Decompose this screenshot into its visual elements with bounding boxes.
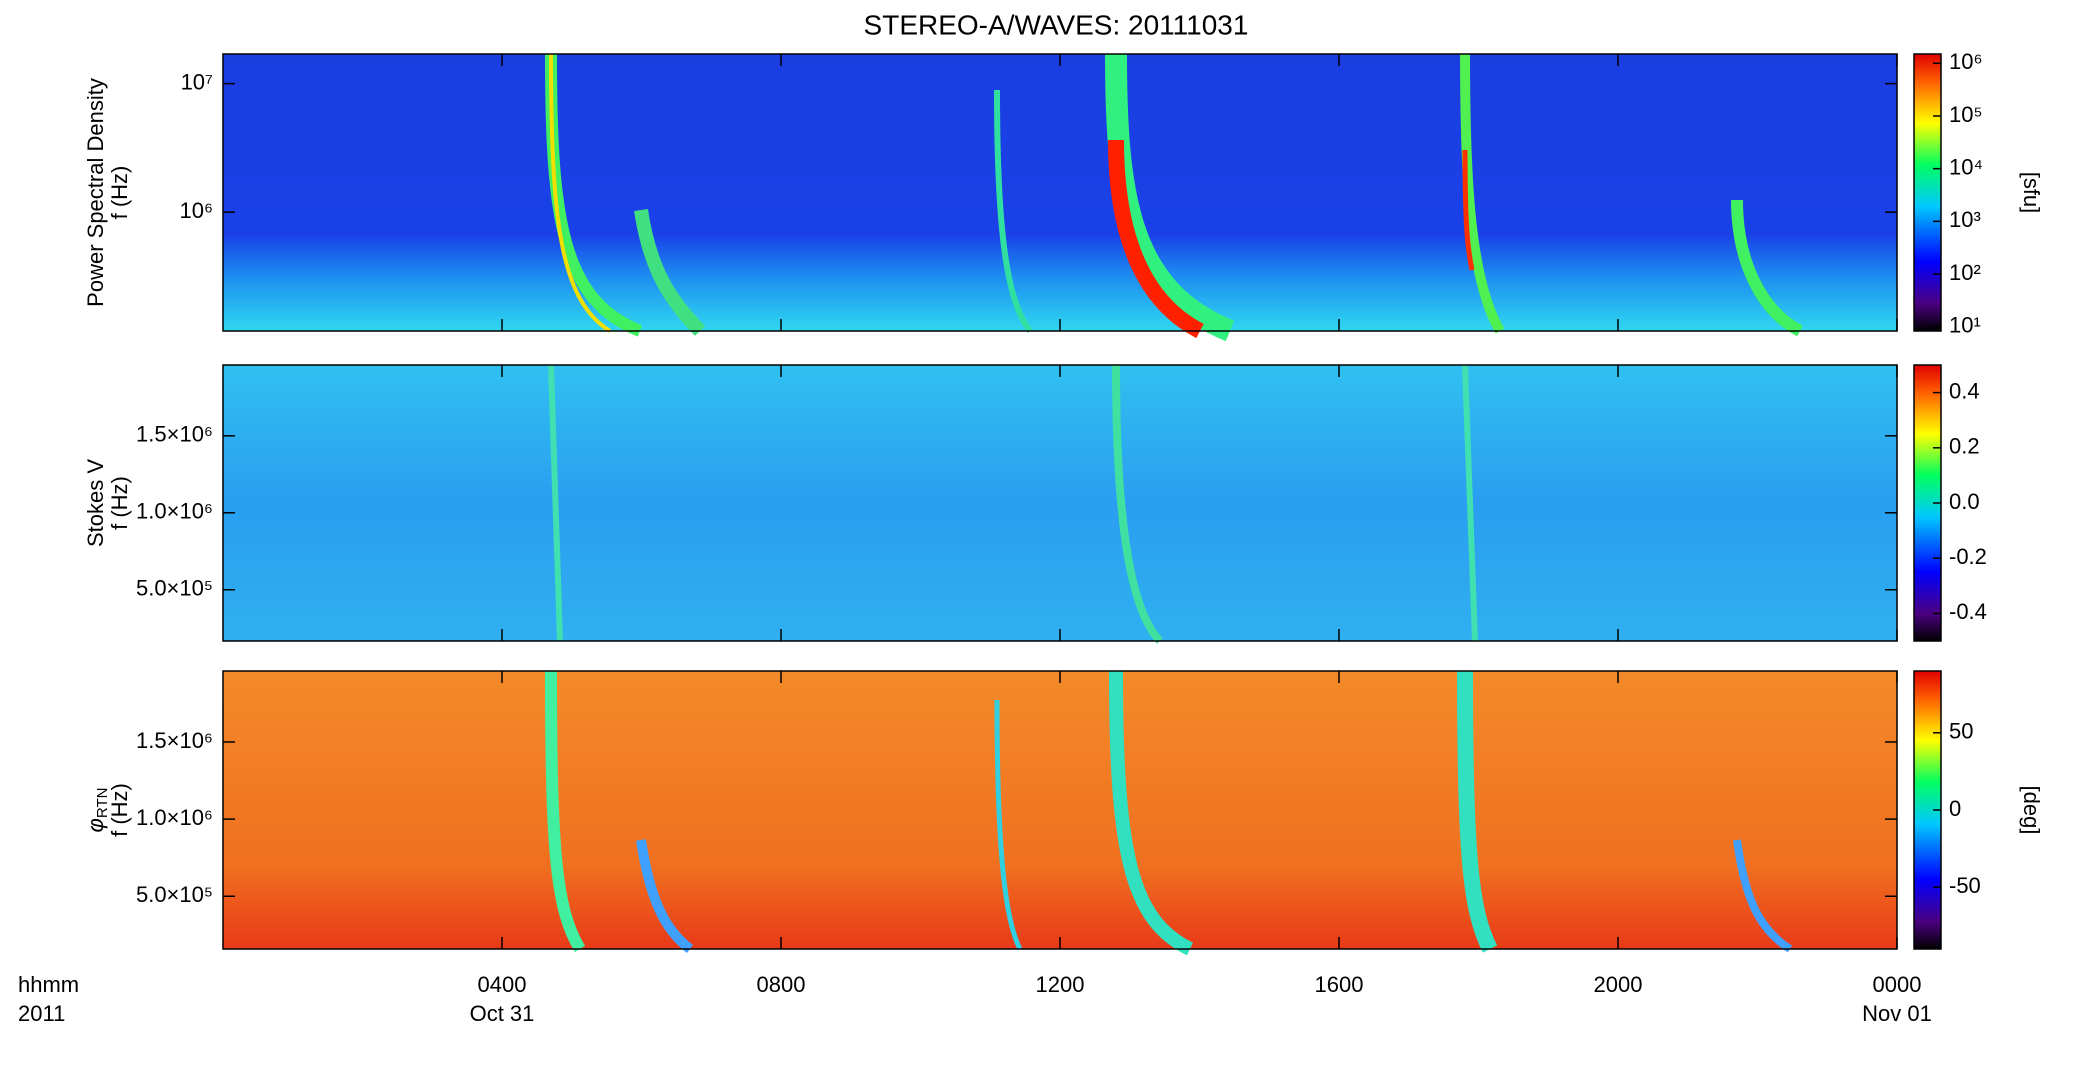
colorbar-label: [sfu] bbox=[2019, 172, 2044, 214]
colorbar-tick-label: -0.2 bbox=[1949, 544, 1987, 569]
x-date-label: Oct 31 bbox=[470, 1001, 535, 1026]
colorbar-label: [deg] bbox=[2019, 786, 2044, 835]
y-axis-label: f (Hz) bbox=[107, 166, 132, 220]
colorbar-tick-label: 0.0 bbox=[1949, 489, 1980, 514]
burst-decoration bbox=[545, 53, 1803, 956]
colorbar-tick-label: 50 bbox=[1949, 719, 1973, 744]
y-axis-label: f (Hz) bbox=[107, 783, 132, 837]
colorbar-tick-label: 0.2 bbox=[1949, 434, 1980, 459]
x-tick-label: 2000 bbox=[1594, 972, 1643, 997]
y-axis-label: Stokes V bbox=[83, 459, 108, 547]
y-tick-label: 1.5×10⁶ bbox=[136, 728, 213, 753]
chart-title: STEREO-A/WAVES: 20111031 bbox=[864, 9, 1249, 40]
x-tick-label: 0000 bbox=[1873, 972, 1922, 997]
spectrogram-panel bbox=[223, 365, 1897, 641]
x-tick-label: 0800 bbox=[757, 972, 806, 997]
colorbar-tick-label: 10² bbox=[1949, 260, 1981, 285]
colorbar-tick-label: 10⁴ bbox=[1949, 154, 1983, 179]
y-tick-label: 1.0×10⁶ bbox=[136, 499, 213, 524]
colorbar-tick-label: 10³ bbox=[1949, 207, 1981, 232]
colorbar-tick-label: 10¹ bbox=[1949, 313, 1981, 338]
y-tick-label: 5.0×10⁵ bbox=[136, 576, 213, 601]
y-axis-label: Power Spectral Density bbox=[83, 78, 108, 307]
colorbar-tick-label: -0.4 bbox=[1949, 599, 1987, 624]
spectrogram-panel bbox=[223, 54, 1897, 331]
colorbar-tick-label: -50 bbox=[1949, 873, 1981, 898]
x-tick-label: 1600 bbox=[1315, 972, 1364, 997]
y-tick-label: 1.0×10⁶ bbox=[136, 805, 213, 830]
y-axis-label: φRTN bbox=[83, 788, 111, 833]
y-tick-label: 10⁷ bbox=[181, 69, 213, 94]
y-axis-label-symbol: φ bbox=[83, 818, 108, 832]
x-tick-label: 0400 bbox=[478, 972, 527, 997]
y-tick-label: 1.5×10⁶ bbox=[136, 422, 213, 447]
colorbar-tick-label: 0 bbox=[1949, 796, 1961, 821]
x-tick-label: 1200 bbox=[1036, 972, 1085, 997]
x-axis-label: 2011 bbox=[18, 1001, 65, 1026]
colorbar-tick-label: 10⁵ bbox=[1949, 102, 1983, 127]
y-axis-label-subscript: RTN bbox=[94, 788, 111, 819]
colorbar-tick-label: 10⁶ bbox=[1949, 49, 1983, 74]
y-tick-label: 10⁶ bbox=[179, 198, 213, 223]
colorbar bbox=[1913, 53, 1942, 332]
colorbar-tick-label: 0.4 bbox=[1949, 378, 1980, 403]
y-axis-label: f (Hz) bbox=[107, 476, 132, 530]
x-date-label: Nov 01 bbox=[1862, 1001, 1932, 1026]
spectrogram-panel bbox=[223, 671, 1897, 949]
y-tick-label: 5.0×10⁵ bbox=[136, 882, 213, 907]
x-axis-label: hhmm bbox=[18, 972, 79, 997]
